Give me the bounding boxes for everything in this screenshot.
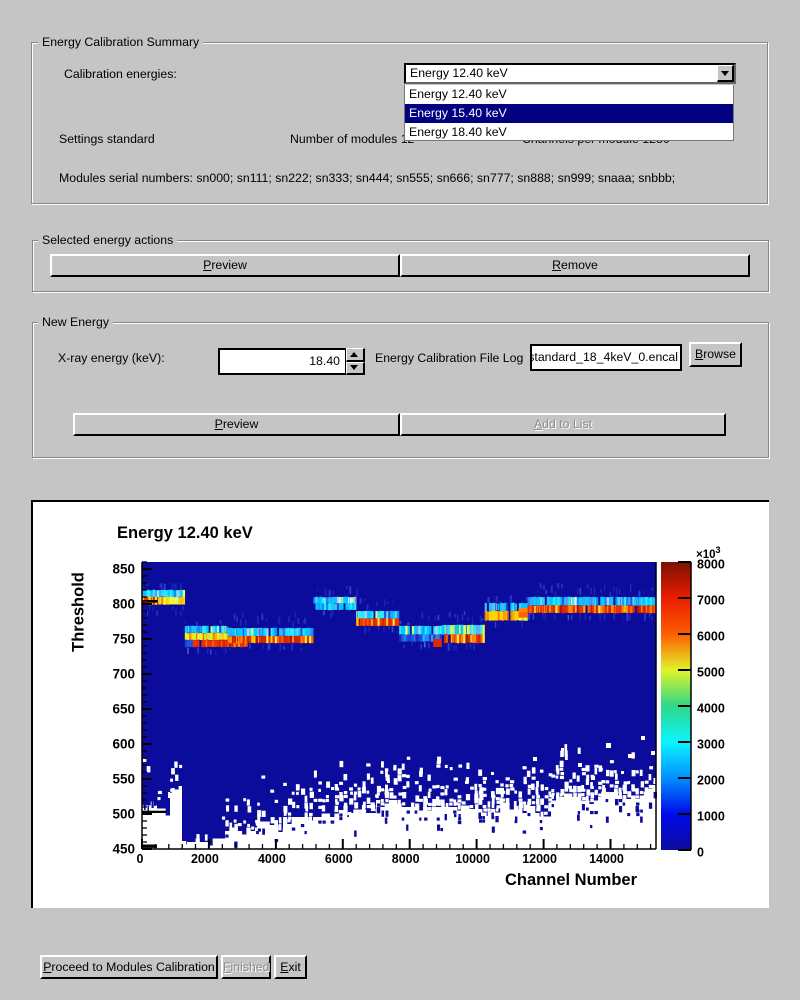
svg-text:12000: 12000 [522, 852, 557, 866]
svg-text:2000: 2000 [697, 774, 725, 788]
svg-text:600: 600 [112, 737, 135, 752]
svg-text:0: 0 [137, 852, 144, 866]
svg-text:850: 850 [112, 562, 135, 577]
svg-text:750: 750 [112, 632, 135, 647]
svg-text:7000: 7000 [697, 594, 725, 608]
svg-text:4000: 4000 [697, 702, 725, 716]
svg-text:6000: 6000 [697, 630, 725, 644]
svg-text:3000: 3000 [697, 738, 725, 752]
svg-text:14000: 14000 [589, 852, 624, 866]
svg-text:650: 650 [112, 702, 135, 717]
svg-text:1000: 1000 [697, 810, 725, 824]
svg-text:450: 450 [112, 842, 135, 857]
svg-text:700: 700 [112, 667, 135, 682]
svg-text:500: 500 [112, 807, 135, 822]
svg-text:800: 800 [112, 597, 135, 612]
svg-text:6000: 6000 [325, 852, 353, 866]
svg-text:5000: 5000 [697, 666, 725, 680]
svg-text:10000: 10000 [455, 852, 490, 866]
svg-text:2000: 2000 [191, 852, 219, 866]
svg-text:8000: 8000 [697, 558, 725, 572]
svg-text:550: 550 [112, 772, 135, 787]
svg-text:4000: 4000 [258, 852, 286, 866]
svg-text:8000: 8000 [392, 852, 420, 866]
svg-text:0: 0 [697, 846, 704, 860]
